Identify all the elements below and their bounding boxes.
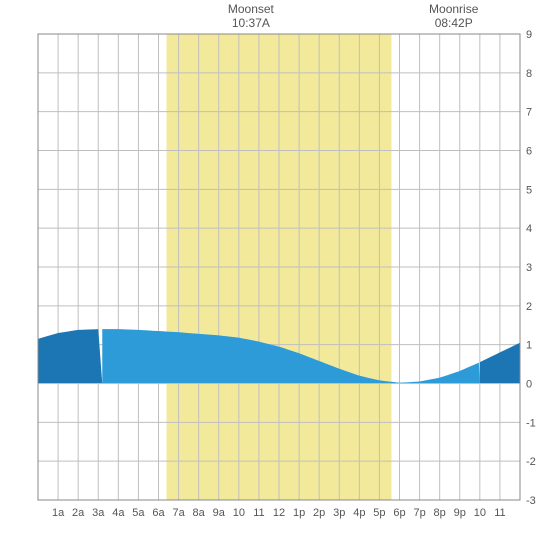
x-tick-label: 2p	[313, 507, 325, 519]
x-tick-label: 5p	[373, 507, 385, 519]
x-tick-label: 8a	[193, 507, 206, 519]
y-tick-label: -1	[526, 417, 536, 429]
x-tick-label: 9p	[454, 507, 466, 519]
x-tick-label: 4a	[112, 507, 125, 519]
y-tick-label: 7	[526, 107, 532, 119]
moonset-label: Moonset10:37A	[221, 2, 281, 31]
moonrise-label: Moonrise08:42P	[424, 2, 484, 31]
x-tick-label: 6a	[152, 507, 165, 519]
x-tick-label: 2a	[72, 507, 85, 519]
x-tick-label: 11	[494, 507, 505, 519]
y-tick-label: 0	[526, 379, 532, 391]
chart-svg: -3-2-101234567891a2a3a4a5a6a7a8a9a101112…	[0, 0, 550, 550]
x-tick-label: 1a	[52, 507, 65, 519]
y-tick-label: 6	[526, 146, 532, 158]
moon-event-time: 08:42P	[424, 16, 484, 30]
x-tick-label: 11	[253, 507, 264, 519]
moon-event-time: 10:37A	[221, 16, 281, 30]
y-tick-label: 1	[526, 340, 532, 352]
x-tick-label: 4p	[353, 507, 365, 519]
x-tick-label: 8p	[434, 507, 446, 519]
y-tick-label: 4	[526, 223, 532, 235]
x-tick-label: 7p	[413, 507, 425, 519]
y-tick-label: -2	[526, 456, 536, 468]
y-tick-label: 9	[526, 29, 532, 41]
y-tick-label: 8	[526, 68, 532, 80]
x-tick-label: 10	[474, 507, 486, 519]
moon-event-title: Moonset	[221, 2, 281, 16]
x-tick-label: 1p	[293, 507, 305, 519]
x-tick-label: 7a	[172, 507, 185, 519]
x-tick-label: 3a	[92, 507, 105, 519]
tide-chart: -3-2-101234567891a2a3a4a5a6a7a8a9a101112…	[0, 0, 550, 550]
x-tick-label: 3p	[333, 507, 345, 519]
x-tick-label: 12	[273, 507, 285, 519]
x-tick-label: 10	[233, 507, 245, 519]
x-tick-label: 6p	[393, 507, 405, 519]
y-tick-label: 5	[526, 184, 532, 196]
x-tick-label: 5a	[132, 507, 145, 519]
y-tick-label: 2	[526, 301, 532, 313]
x-tick-label: 9a	[213, 507, 226, 519]
y-tick-label: 3	[526, 262, 532, 274]
y-tick-label: -3	[526, 495, 536, 507]
moon-event-title: Moonrise	[424, 2, 484, 16]
